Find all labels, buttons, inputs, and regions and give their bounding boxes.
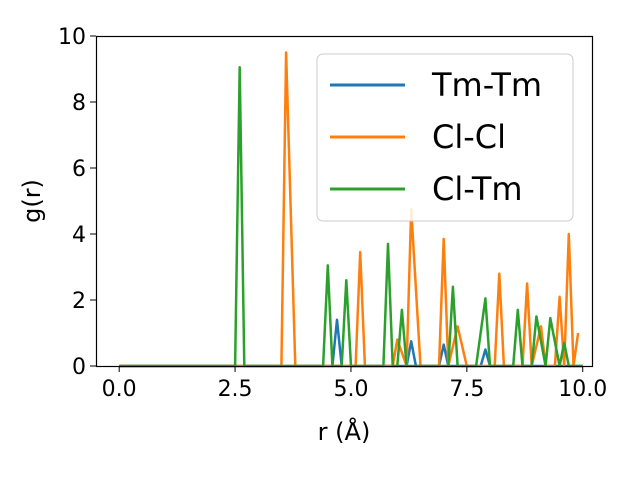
legend-label: Tm-Tm xyxy=(431,66,542,104)
legend: Tm-Tm Cl-Cl Cl-Tm xyxy=(316,53,574,222)
y-axis-label: g(r) xyxy=(18,179,46,223)
x-tick-label: 2.5 xyxy=(218,377,253,402)
legend-box xyxy=(316,53,574,222)
y-tick-label: 2 xyxy=(72,289,86,314)
legend-label: Cl-Cl xyxy=(432,118,506,156)
y-tick-label: 8 xyxy=(72,91,86,116)
legend-label: Cl-Tm xyxy=(432,170,523,208)
x-tick-label: 10.0 xyxy=(558,377,607,402)
y-axis-ticks: 0 2 4 6 8 10 xyxy=(58,25,96,380)
y-tick-label: 4 xyxy=(72,223,86,248)
x-tick-label: 0.0 xyxy=(102,377,137,402)
x-axis-label: r (Å) xyxy=(318,417,371,446)
x-tick-label: 7.5 xyxy=(449,377,484,402)
y-tick-label: 0 xyxy=(72,355,86,380)
y-tick-label: 10 xyxy=(58,25,86,50)
x-tick-label: 5.0 xyxy=(333,377,368,402)
y-tick-label: 6 xyxy=(72,157,86,182)
plot-frame xyxy=(95,35,594,368)
x-axis-ticks: 0.0 2.5 5.0 7.5 10.0 xyxy=(102,366,607,402)
